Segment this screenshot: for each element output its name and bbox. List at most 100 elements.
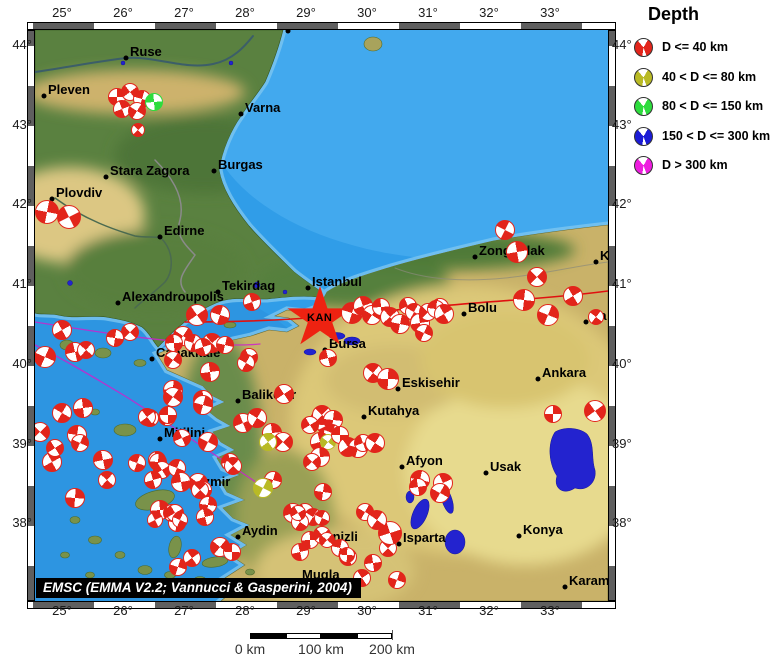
beachball bbox=[367, 510, 387, 530]
beachball bbox=[506, 241, 528, 263]
beachball bbox=[377, 368, 399, 390]
beachball bbox=[200, 362, 220, 382]
scale-bar-segment bbox=[250, 633, 286, 639]
axis-label-lat: 43° bbox=[612, 116, 632, 132]
beachball bbox=[390, 314, 410, 334]
legend-item: 40 < D <= 80 km bbox=[628, 65, 776, 95]
beachball bbox=[319, 349, 337, 367]
city-marker bbox=[41, 93, 47, 99]
beachball bbox=[237, 354, 255, 372]
beachball bbox=[131, 123, 145, 137]
beachball bbox=[71, 434, 89, 452]
city-label: Kutahya bbox=[368, 403, 420, 418]
legend-item: 150 < D <= 300 km bbox=[628, 124, 776, 154]
beachball bbox=[145, 93, 163, 111]
beachball bbox=[46, 439, 64, 457]
beachball bbox=[223, 543, 241, 561]
beachball bbox=[216, 336, 234, 354]
city-marker bbox=[399, 464, 405, 470]
map-frame-top bbox=[27, 22, 616, 30]
city-marker bbox=[115, 300, 121, 306]
beachball bbox=[303, 453, 321, 471]
beachball bbox=[93, 450, 113, 470]
legend-item-label: D > 300 km bbox=[662, 158, 728, 172]
city-label: Pleven bbox=[48, 82, 90, 97]
beachball bbox=[52, 403, 72, 423]
city-marker bbox=[395, 386, 401, 392]
city-marker bbox=[157, 436, 163, 442]
beachball bbox=[169, 558, 187, 576]
city-label: Isparta bbox=[403, 530, 446, 545]
beachball bbox=[301, 416, 319, 434]
axis-label-lon: 27° bbox=[174, 5, 194, 20]
beachball bbox=[537, 304, 559, 326]
city-marker bbox=[516, 533, 522, 539]
city-label: Usak bbox=[490, 459, 522, 474]
beachball bbox=[35, 346, 56, 368]
beachball bbox=[128, 454, 146, 472]
city-label: Konya bbox=[523, 522, 563, 537]
city-label: Burgas bbox=[218, 157, 263, 172]
beachball bbox=[57, 205, 81, 229]
beachball bbox=[210, 305, 230, 325]
city-marker bbox=[238, 111, 244, 117]
city-marker bbox=[49, 196, 55, 202]
axis-label-lat: 40° bbox=[612, 355, 632, 371]
depth-ball-icon bbox=[634, 97, 653, 116]
axis-label-lat: 42° bbox=[612, 196, 632, 212]
city-label: K bbox=[600, 248, 608, 263]
beachball bbox=[365, 433, 385, 453]
beachball bbox=[588, 309, 604, 325]
beachball bbox=[198, 432, 218, 452]
axis-label-lat: 42° bbox=[12, 196, 32, 212]
city-marker bbox=[215, 289, 221, 295]
legend-item-label: 80 < D <= 150 km bbox=[662, 99, 764, 113]
beachball bbox=[98, 471, 116, 489]
beachball bbox=[163, 387, 183, 407]
scale-bar-label: 200 km bbox=[369, 641, 415, 657]
city-label: Karam bbox=[569, 573, 608, 588]
beachball bbox=[584, 400, 606, 422]
legend-item: D <= 40 km bbox=[628, 35, 776, 65]
city-marker bbox=[461, 311, 467, 317]
beachball bbox=[274, 384, 294, 404]
city-label: Bolu bbox=[468, 300, 497, 315]
scale-bar-label: 100 km bbox=[298, 641, 344, 657]
beachball bbox=[434, 304, 454, 324]
city-label: Ruse bbox=[130, 44, 162, 59]
depth-ball-icon bbox=[634, 126, 653, 146]
depth-ball-icon bbox=[634, 156, 653, 175]
beachball bbox=[224, 457, 242, 475]
beachball bbox=[77, 341, 95, 359]
map-frame-left bbox=[27, 30, 35, 601]
axis-label-lat: 39° bbox=[12, 435, 32, 451]
beachball bbox=[364, 554, 382, 572]
axis-label-lat: 41° bbox=[612, 276, 632, 292]
axis-label-lon: 26° bbox=[113, 603, 133, 618]
city-label: Edirne bbox=[164, 223, 205, 238]
beachball bbox=[388, 571, 406, 589]
city-label: Tekirdag bbox=[222, 278, 276, 293]
axis-label-lat: 38° bbox=[12, 515, 32, 531]
axis-label-lat: 40° bbox=[12, 355, 32, 371]
axis-label-lon: 25° bbox=[52, 603, 72, 618]
axis-label-lon: 28° bbox=[235, 5, 255, 20]
beachball bbox=[138, 408, 156, 426]
axis-label-lon: 28° bbox=[235, 603, 255, 618]
beachball bbox=[314, 483, 332, 501]
beachball bbox=[52, 320, 72, 340]
attribution-text: EMSC (EMMA V2.2; Vannucci & Gasperini, 2… bbox=[36, 578, 361, 598]
map-frame-right bbox=[608, 30, 616, 601]
city-marker bbox=[235, 398, 241, 404]
city-label: Varna bbox=[245, 100, 281, 115]
axis-label-lon: 33° bbox=[540, 5, 560, 20]
kan-star-label: KAN bbox=[307, 312, 333, 324]
city-marker bbox=[361, 414, 367, 420]
city-label: Alexandroupolis bbox=[122, 289, 224, 304]
axis-label-lon: 32° bbox=[479, 5, 499, 20]
city-marker bbox=[123, 55, 129, 61]
city-marker bbox=[396, 541, 402, 547]
beachball bbox=[196, 508, 214, 526]
beachball bbox=[165, 334, 183, 352]
axis-label-lat: 38° bbox=[612, 515, 632, 531]
